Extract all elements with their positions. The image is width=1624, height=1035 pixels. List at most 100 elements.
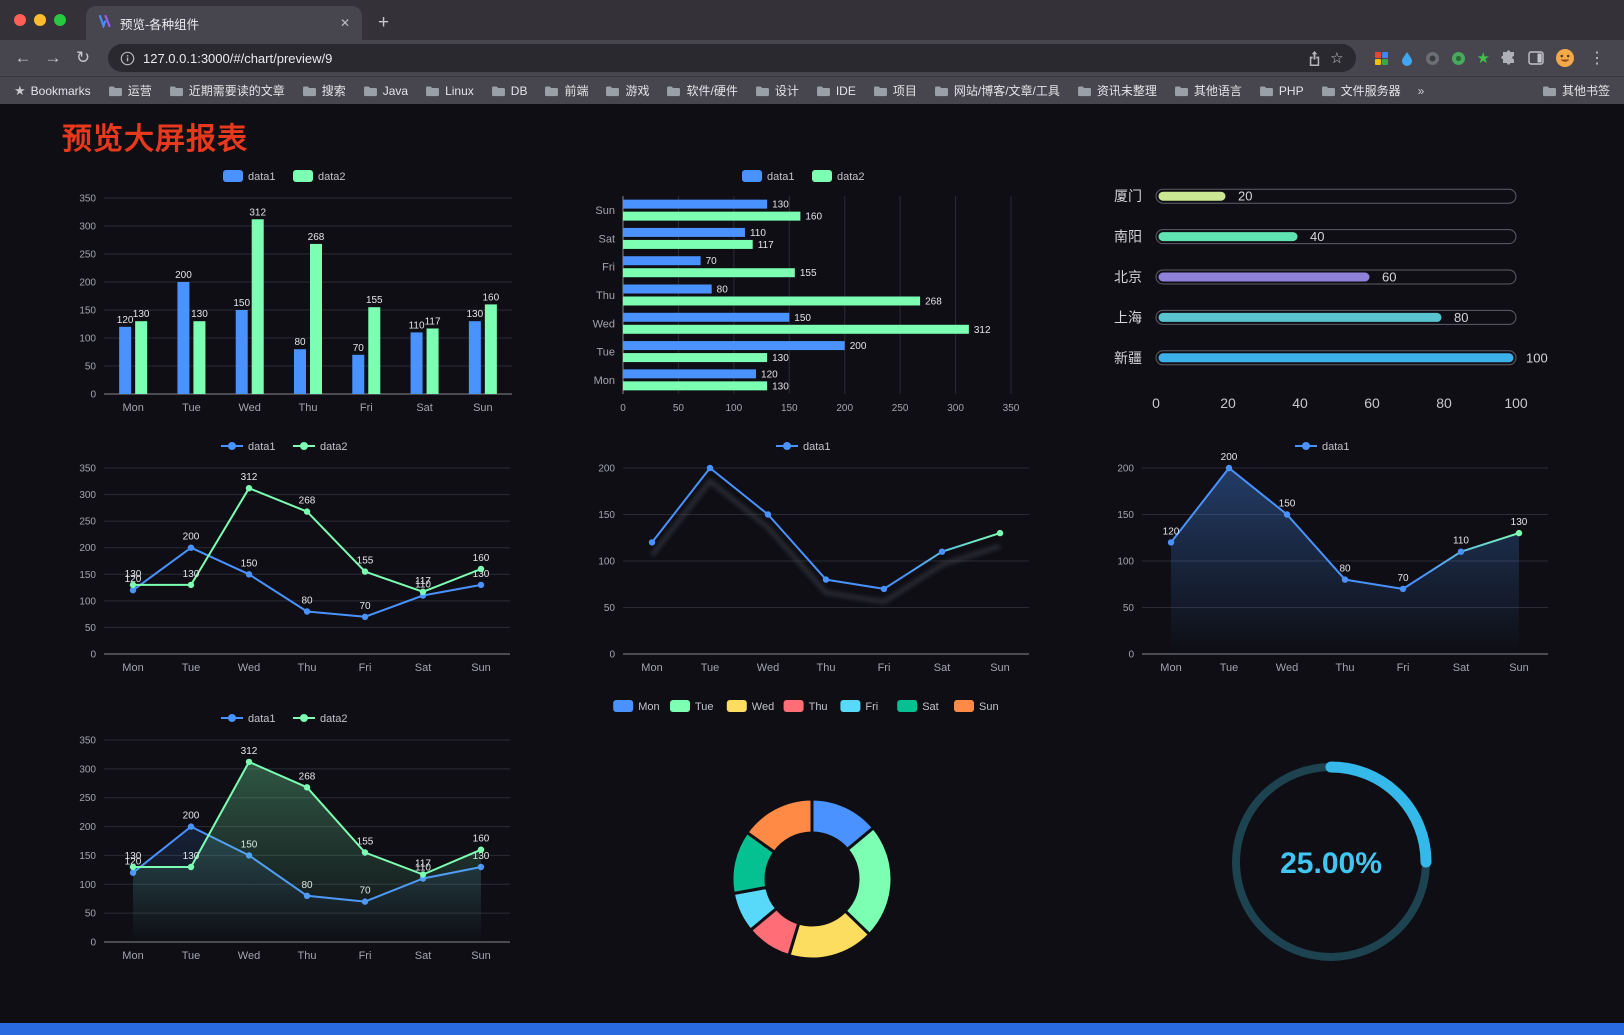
- svg-text:130: 130: [191, 309, 208, 320]
- extension-drop-icon[interactable]: [1400, 51, 1414, 66]
- bookmark-folder[interactable]: 搜索: [302, 82, 346, 99]
- svg-text:300: 300: [80, 222, 97, 233]
- bookmark-folder[interactable]: 资讯未整理: [1077, 82, 1157, 99]
- svg-text:100: 100: [725, 403, 742, 414]
- fullscreen-window-button[interactable]: [54, 14, 66, 26]
- browser-menu-button[interactable]: ⋮: [1589, 50, 1605, 67]
- svg-text:data1: data1: [248, 171, 276, 183]
- bookmark-folder[interactable]: 软件/硬件: [666, 82, 738, 99]
- svg-text:0: 0: [620, 403, 626, 414]
- svg-text:300: 300: [947, 403, 964, 414]
- svg-text:350: 350: [80, 736, 97, 747]
- bookmark-label: 软件/硬件: [686, 84, 738, 98]
- chart-area-dual[interactable]: data1 data2 0 50 100 150 200 250 300 350 Mon Tue Wed…: [34, 692, 553, 1028]
- svg-text:300: 300: [80, 764, 97, 775]
- chart-bar-horizontal[interactable]: data1 data2 0 50 100 150 200 250 300 350 Mon Tue Wed…: [553, 162, 1072, 424]
- extension-star-icon[interactable]: ★: [1476, 50, 1490, 67]
- svg-text:100: 100: [1117, 557, 1134, 568]
- bookmark-folder[interactable]: IDE: [816, 84, 856, 98]
- bookmarks-overflow-button[interactable]: »: [1417, 83, 1425, 98]
- svg-text:130: 130: [473, 569, 490, 580]
- extension-dark-circle-icon[interactable]: [1425, 51, 1440, 66]
- svg-text:117: 117: [425, 316, 441, 327]
- svg-text:250: 250: [80, 517, 97, 528]
- svg-text:70: 70: [1397, 573, 1409, 584]
- chart-donut[interactable]: Mon Tue Wed Thu Fri Sat Sun: [553, 692, 1072, 1028]
- svg-text:100: 100: [80, 880, 97, 891]
- bookmark-folder[interactable]: DB: [491, 84, 527, 98]
- folder-icon: [302, 85, 316, 96]
- svg-text:Mon: Mon: [123, 662, 144, 674]
- chart-line-dual[interactable]: data1 data2 0 50 100 150 200 250 300 350 Mon Tue Wed…: [34, 432, 553, 684]
- svg-text:150: 150: [794, 313, 811, 324]
- svg-text:Tue: Tue: [182, 662, 201, 674]
- bookmark-folder[interactable]: PHP: [1259, 84, 1304, 98]
- chart-area-single[interactable]: data1 0 50 100 150 200 Mon Tue Wed Thu Fri Sat Sun 12…: [1071, 432, 1590, 684]
- minimize-window-button[interactable]: [34, 14, 46, 26]
- chart-bar-grouped[interactable]: data1 data2 0 50 100 150 200 250 300 350 Mon Tue Wed…: [34, 162, 553, 424]
- svg-text:200: 200: [183, 811, 200, 822]
- side-panel-icon[interactable]: [1528, 51, 1544, 65]
- svg-text:150: 150: [234, 298, 251, 309]
- bookmark-star-icon[interactable]: ☆: [1330, 50, 1344, 67]
- svg-text:Sat: Sat: [1452, 662, 1469, 674]
- bookmark-label: Java: [382, 83, 409, 98]
- svg-text:0: 0: [91, 650, 97, 661]
- browser-tab[interactable]: 预览-各种组件 ✕: [86, 6, 362, 40]
- bookmarks-root-button[interactable]: ★ Bookmarks: [14, 83, 91, 99]
- folder-icon: [1174, 85, 1188, 96]
- extension-green-circle-icon[interactable]: [1451, 51, 1466, 66]
- extension-grid-icon[interactable]: [1374, 51, 1389, 66]
- chart-svg: data1 data2 0 50 100 150 200 250 300 350 Mon Tue Wed…: [80, 170, 513, 414]
- back-button[interactable]: ←: [14, 48, 32, 67]
- chart-svg: 25.00%: [1230, 761, 1432, 963]
- svg-text:Sat: Sat: [922, 701, 939, 713]
- site-info-icon[interactable]: [120, 51, 135, 66]
- svg-text:Tue: Tue: [596, 347, 615, 359]
- svg-text:data1: data1: [248, 441, 276, 453]
- bookmark-folder[interactable]: 运营: [108, 82, 152, 99]
- traffic-lights: [14, 14, 66, 26]
- bookmark-folder[interactable]: 项目: [873, 82, 917, 99]
- svg-text:Fri: Fri: [602, 262, 615, 274]
- svg-text:data2: data2: [837, 171, 865, 183]
- chart-progress-capsules[interactable]: 厦门 20 南阳 40 北京 60 上海 80 新疆 100 0 20 40 60 80 100: [1071, 162, 1590, 424]
- profile-avatar[interactable]: [1555, 48, 1575, 68]
- svg-text:40: 40: [1310, 229, 1324, 244]
- bookmark-folder[interactable]: 游戏: [605, 82, 649, 99]
- bookmark-folder[interactable]: 文件服务器: [1321, 82, 1401, 99]
- new-tab-button[interactable]: +: [378, 12, 390, 33]
- bookmarks-bar: ★ Bookmarks 运营 近期需要读的文章 搜索 Java Linux DB 前端 游戏 软…: [0, 76, 1624, 104]
- svg-text:250: 250: [80, 250, 97, 261]
- address-bar[interactable]: 127.0.0.1:3000/#/chart/preview/9 ☆: [108, 44, 1356, 72]
- svg-text:Fri: Fri: [359, 950, 372, 962]
- svg-text:312: 312: [241, 472, 258, 483]
- close-window-button[interactable]: [14, 14, 26, 26]
- bookmark-folder[interactable]: 近期需要读的文章: [169, 82, 285, 99]
- bookmark-folder[interactable]: Java: [363, 84, 408, 98]
- svg-text:312: 312: [241, 746, 258, 757]
- svg-text:Tue: Tue: [695, 701, 714, 713]
- bookmark-folder[interactable]: Linux: [425, 84, 474, 98]
- chart-ring-progress[interactable]: 25.00%: [1071, 692, 1590, 1028]
- forward-button[interactable]: →: [44, 48, 62, 67]
- svg-text:80: 80: [1339, 564, 1351, 575]
- extensions-puzzle-icon[interactable]: [1501, 50, 1517, 66]
- other-bookmarks-folder[interactable]: 其他书签: [1542, 82, 1610, 99]
- bookmark-folder[interactable]: 设计: [755, 82, 799, 99]
- svg-text:120: 120: [761, 369, 778, 380]
- svg-text:160: 160: [473, 553, 490, 564]
- chart-svg: data1 data2 0 50 100 150 200 250 300 350 Mon Tue Wed…: [593, 170, 1020, 414]
- folder-icon: [491, 85, 505, 96]
- bookmark-label: PHP: [1278, 83, 1304, 98]
- bookmark-folder[interactable]: 前端: [544, 82, 588, 99]
- share-icon[interactable]: [1307, 50, 1322, 67]
- svg-text:160: 160: [805, 212, 822, 223]
- svg-text:Thu: Thu: [298, 662, 317, 674]
- bookmark-folder[interactable]: 网站/博客/文章/工具: [934, 82, 1060, 99]
- reload-button[interactable]: ↻: [75, 48, 91, 67]
- svg-text:Sun: Sun: [472, 662, 492, 674]
- tab-close-button[interactable]: ✕: [339, 16, 350, 30]
- chart-line-single[interactable]: data1 0 50 100 150 200 Mon Tue Wed Thu Fri Sat Sun: [553, 432, 1072, 684]
- bookmark-folder[interactable]: 其他语言: [1174, 82, 1242, 99]
